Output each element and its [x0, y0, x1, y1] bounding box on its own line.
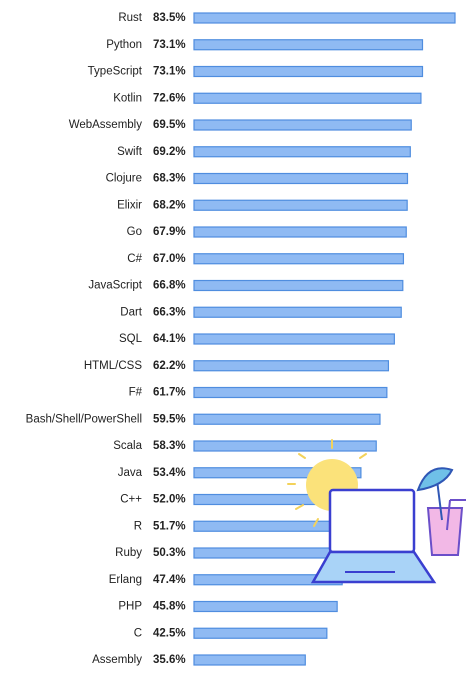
category-label: Clojure: [106, 173, 142, 185]
bar: [193, 627, 328, 639]
value-label: 47.4%: [153, 574, 186, 586]
value-label: 45.8%: [153, 601, 186, 613]
value-label: 69.5%: [153, 119, 186, 131]
category-label: C#: [127, 253, 142, 265]
value-label: 66.8%: [153, 280, 186, 292]
value-label: 50.3%: [153, 547, 186, 559]
value-label: 64.1%: [153, 333, 186, 345]
category-label: C: [134, 627, 142, 639]
bar: [193, 199, 408, 211]
value-label: 68.2%: [153, 199, 186, 211]
category-label: TypeScript: [88, 66, 143, 78]
bar: [193, 440, 377, 452]
category-label: Ruby: [115, 547, 142, 559]
bar: [193, 279, 404, 292]
bar: [193, 39, 424, 51]
value-label: 35.6%: [153, 654, 186, 666]
value-label: 53.4%: [153, 467, 186, 479]
bar: [193, 413, 381, 425]
category-label: SQL: [119, 333, 143, 345]
value-label: 42.5%: [153, 627, 186, 639]
value-label: 67.9%: [153, 226, 186, 238]
bar: [193, 12, 456, 24]
category-label: Java: [118, 467, 143, 479]
value-label: 73.1%: [153, 39, 186, 51]
category-label: Go: [127, 226, 142, 238]
value-label: 67.0%: [153, 253, 186, 265]
category-label: Kotlin: [113, 92, 142, 104]
bar: [193, 333, 395, 345]
bar: [193, 386, 388, 399]
category-label: WebAssembly: [69, 119, 143, 131]
value-label: 83.5%: [153, 12, 186, 24]
value-label: 72.6%: [153, 92, 186, 104]
category-label: Bash/Shell/PowerShell: [26, 413, 142, 425]
category-label: PHP: [118, 601, 142, 613]
bar: [193, 467, 362, 479]
bar: [193, 146, 411, 158]
category-label: Dart: [120, 306, 143, 318]
bar: [193, 226, 407, 238]
value-label: 61.7%: [153, 387, 186, 399]
bar: [193, 172, 409, 185]
value-label: 58.3%: [153, 440, 186, 452]
bar: [193, 306, 402, 318]
category-label: JavaScript: [88, 280, 142, 292]
bars: Rust 83.5% Python 73.1% TypeScript 73.1% Kotli…: [26, 12, 456, 666]
bar: [193, 360, 390, 372]
bar: [193, 600, 338, 613]
category-label: F#: [129, 387, 143, 399]
value-label: 51.7%: [153, 520, 186, 532]
bar: [193, 654, 306, 666]
category-label: Assembly: [92, 654, 142, 666]
category-label: Rust: [118, 12, 142, 24]
category-label: Elixir: [117, 199, 142, 211]
value-label: 73.1%: [153, 66, 186, 78]
category-label: Python: [106, 39, 142, 51]
value-label: 69.2%: [153, 146, 186, 158]
category-label: R: [134, 520, 142, 532]
category-label: Scala: [113, 440, 142, 452]
value-label: 62.2%: [153, 360, 186, 372]
bar: [193, 253, 405, 265]
value-label: 68.3%: [153, 173, 186, 185]
bar: [193, 65, 424, 78]
illustration: [287, 439, 466, 584]
category-label: Erlang: [109, 574, 142, 586]
bar: [193, 119, 412, 131]
value-label: 66.3%: [153, 306, 186, 318]
category-label: Swift: [117, 146, 143, 158]
value-label: 52.0%: [153, 494, 186, 506]
bar: [193, 92, 422, 104]
value-label: 59.5%: [153, 413, 186, 425]
category-label: C++: [120, 494, 142, 506]
category-label: HTML/CSS: [84, 360, 142, 372]
